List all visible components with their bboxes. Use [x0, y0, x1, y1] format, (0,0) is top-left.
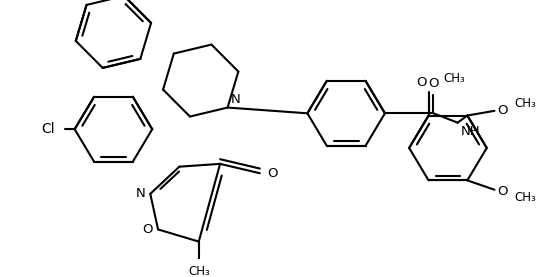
Text: N: N — [230, 93, 240, 106]
Text: CH₃: CH₃ — [514, 191, 535, 204]
Text: Cl: Cl — [42, 122, 55, 136]
Text: O: O — [143, 223, 153, 236]
Text: O: O — [416, 76, 426, 89]
Text: O: O — [267, 167, 278, 180]
Text: NH: NH — [461, 125, 480, 138]
Text: CH₃: CH₃ — [443, 72, 465, 84]
Text: CH₃: CH₃ — [514, 97, 535, 110]
Text: N: N — [136, 187, 146, 200]
Text: O: O — [428, 77, 439, 90]
Text: CH₃: CH₃ — [188, 265, 209, 277]
Text: O: O — [497, 185, 508, 198]
Text: O: O — [497, 104, 508, 117]
